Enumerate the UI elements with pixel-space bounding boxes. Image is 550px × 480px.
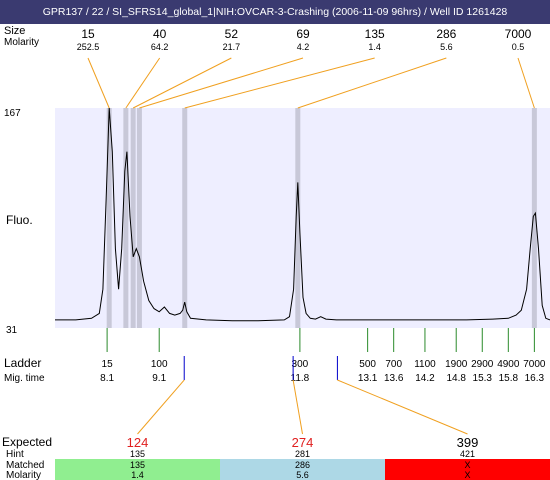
peak-band <box>531 108 537 328</box>
ladder-size-label: 500 <box>359 359 376 370</box>
expected-row-label: Expected <box>2 435 52 449</box>
matched-value: 135 <box>130 460 145 470</box>
matched-cell <box>55 459 220 480</box>
hint-value: 421 <box>460 449 475 459</box>
mig-time-row-label: Mig. time <box>4 373 45 384</box>
matched-value: 286 <box>295 460 310 470</box>
peak-band <box>130 108 136 328</box>
peak-band <box>182 108 188 328</box>
peak-size-label: 40 <box>153 27 167 41</box>
ladder-mig-label: 8.1 <box>100 373 114 384</box>
ladder-size-label: 7000 <box>523 359 546 370</box>
peak-size-label: 15 <box>81 27 95 41</box>
matched-molarity-value: 1.4 <box>131 470 144 480</box>
peak-size-label: 52 <box>225 27 239 41</box>
peak-molarity-label: 1.4 <box>368 42 381 52</box>
page-title: GPR137 / 22 / SI_SFRS14_global_1|NIH:OVC… <box>0 0 550 24</box>
peak-size-label: 135 <box>365 27 385 41</box>
size-row-label: Size <box>4 25 25 37</box>
expected-connector <box>292 379 303 435</box>
ladder-mig-label: 15.3 <box>473 373 493 384</box>
expected-size: 124 <box>127 435 149 450</box>
peak-connector <box>132 57 232 109</box>
hint-value: 281 <box>295 449 310 459</box>
peak-connector <box>184 57 375 109</box>
ladder-mig-label: 13.6 <box>384 373 404 384</box>
ladder-size-label: 300 <box>292 359 309 370</box>
matched-cell <box>220 459 385 480</box>
ladder-size-label: 4900 <box>497 359 520 370</box>
peak-band <box>136 108 142 328</box>
fluorescence-trace <box>55 107 550 322</box>
ladder-size-label: 700 <box>385 359 402 370</box>
peak-connector <box>517 57 535 109</box>
peak-size-label: 7000 <box>505 27 532 41</box>
hint-value: 135 <box>130 449 145 459</box>
expected-connector <box>137 379 185 435</box>
peak-connector <box>297 57 447 109</box>
fluo-axis-label: Fluo. <box>6 213 33 227</box>
expected-connector <box>337 379 468 435</box>
y-tick-top: 167 <box>4 108 21 119</box>
expected-size: 399 <box>457 435 479 450</box>
peak-band <box>295 108 301 328</box>
ladder-size-label: 1900 <box>445 359 468 370</box>
ladder-mig-label: 13.1 <box>358 373 378 384</box>
expected-size: 274 <box>292 435 314 450</box>
ladder-size-label: 100 <box>151 359 168 370</box>
peak-connector <box>87 57 110 109</box>
matched-molarity-value: 5.6 <box>296 470 309 480</box>
ladder-mig-label: 14.8 <box>446 373 466 384</box>
ladder-size-label: 1100 <box>414 359 436 370</box>
ladder-mig-label: 16.3 <box>525 373 545 384</box>
matched-molarity-value: X <box>464 470 470 480</box>
ladder-size-label: 2900 <box>471 359 494 370</box>
matched-row-label: Matched <box>6 460 44 471</box>
hint-row-label: Hint <box>6 449 24 460</box>
matched-cell <box>385 459 550 480</box>
matched-value: X <box>464 460 470 470</box>
peak-molarity-label: 64.2 <box>151 42 169 52</box>
ladder-mig-label: 14.2 <box>415 373 435 384</box>
peak-band <box>123 108 129 328</box>
molarity-row-label: Molarity <box>4 37 39 48</box>
peak-size-label: 286 <box>436 27 456 41</box>
ladder-row-label: Ladder <box>4 356 41 370</box>
peak-molarity-label: 252.5 <box>77 42 100 52</box>
peak-band <box>106 108 112 328</box>
peak-connector <box>125 57 161 109</box>
molarity-bottom-row-label: Molarity <box>6 470 41 480</box>
y-tick-bottom: 31 <box>6 325 18 336</box>
ladder-size-label: 15 <box>102 359 114 370</box>
peak-molarity-label: 4.2 <box>297 42 310 52</box>
peak-molarity-label: 21.7 <box>223 42 241 52</box>
ladder-mig-label: 11.8 <box>291 373 310 384</box>
ladder-mig-label: 15.8 <box>499 373 519 384</box>
peak-molarity-label: 5.6 <box>440 42 453 52</box>
peak-size-label: 69 <box>296 27 310 41</box>
ladder-mig-label: 9.1 <box>152 373 166 384</box>
peak-molarity-label: 0.5 <box>512 42 525 52</box>
peak-connector <box>139 57 304 109</box>
